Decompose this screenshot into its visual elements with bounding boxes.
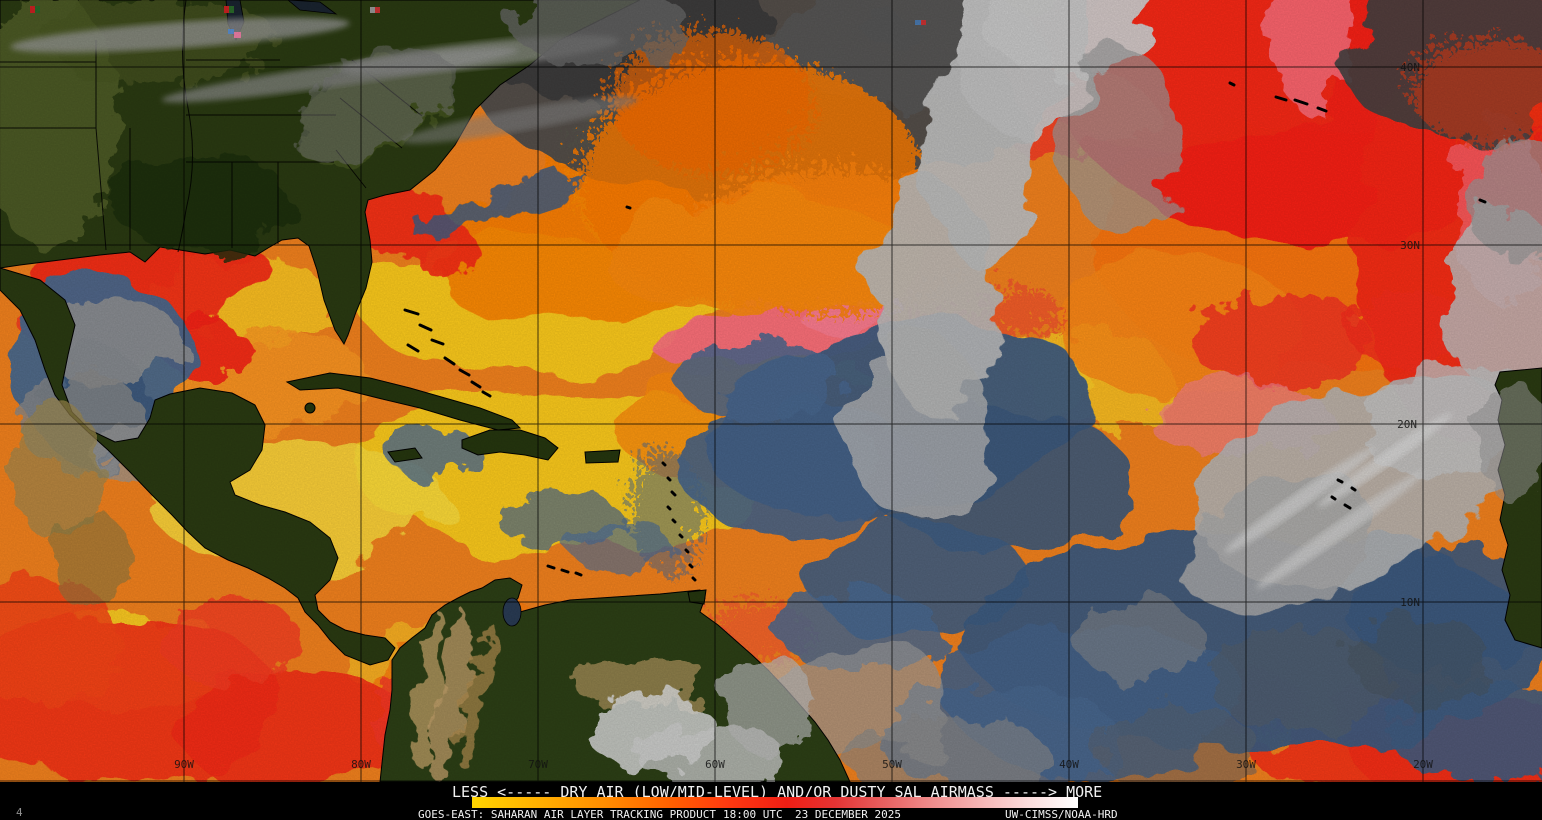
satellite-map: 40N 30N 20N 10N 90W 80W 70W 60W 50W 40W … — [0, 0, 1542, 782]
noise-overlay — [0, 0, 1542, 782]
frame-counter: 4 — [16, 806, 23, 819]
product-credit: UW-CIMSS/NOAA-HRD — [1005, 808, 1118, 820]
colorbar-caption: LESS <----- DRY AIR (LOW/MID-LEVEL) AND/… — [452, 783, 1103, 801]
product-date: 23 DECEMBER 2025 — [795, 808, 901, 820]
colorbar-gradient — [472, 797, 1078, 808]
product-title: GOES-EAST: SAHARAN AIR LAYER TRACKING PR… — [418, 808, 717, 820]
satellite-map-canvas: 40N 30N 20N 10N 90W 80W 70W 60W 50W 40W … — [0, 0, 1542, 782]
product-time: 18:00 UTC — [723, 808, 783, 820]
legend-bar: 4 LESS <----- DRY AIR (LOW/MID-LEVEL) AN… — [0, 782, 1542, 820]
